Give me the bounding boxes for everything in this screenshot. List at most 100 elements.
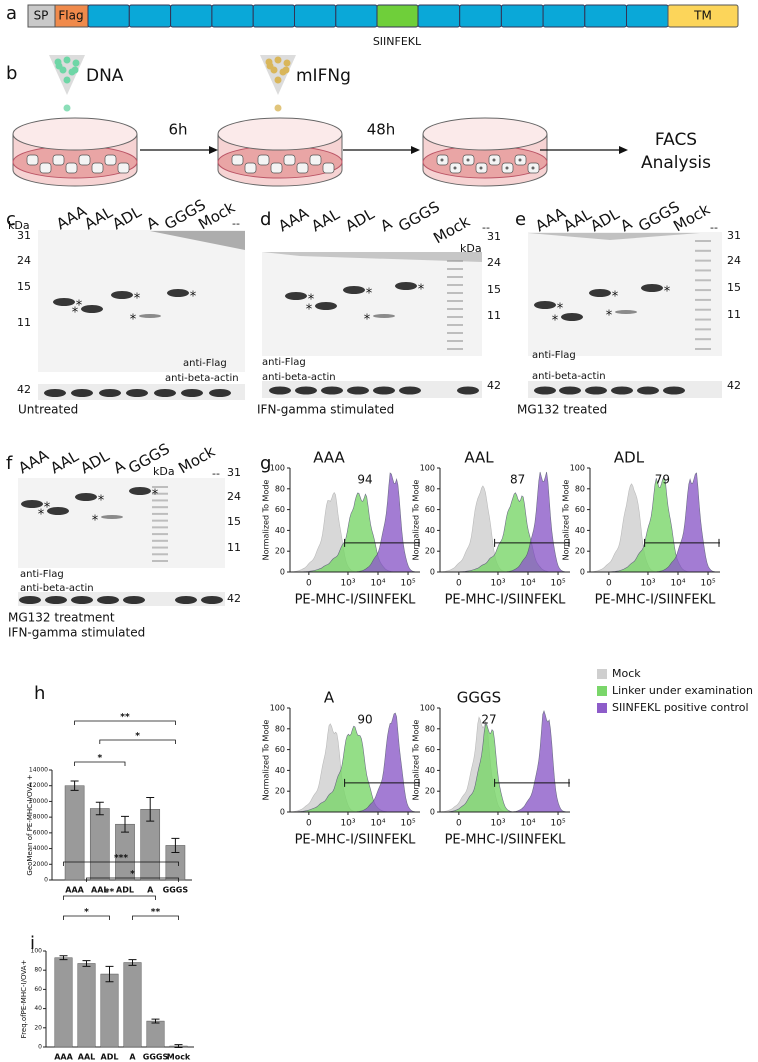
ladder-band [695,279,711,282]
lane-label: kDa [8,219,30,232]
x-tick-label: 10³ [340,579,355,589]
ladder-band [447,332,463,334]
band-mark: * [130,313,137,328]
y-tick-label: 0 [44,877,48,884]
band-mark: * [72,306,79,321]
y-axis-label: Normalized To Mode [412,720,421,801]
band [641,284,663,292]
y-tick-label: 100 [270,704,285,713]
ladder-band [152,560,168,562]
kda-marker: 15 [17,280,31,293]
panel-label: c [6,209,16,230]
y-tick-label: 100 [420,464,435,473]
band [561,313,583,321]
lane-label: ADL [77,446,113,477]
y-tick-label: 60 [34,986,42,993]
blot-membrane [18,478,225,568]
band [139,314,161,318]
band [111,291,133,299]
actin-band [71,596,93,604]
y-axis-label: Normalized To Mode [412,480,421,561]
x-tick-label: 0 [456,819,462,829]
x-axis-label: PE-MHC-I/SIINFEKL [295,833,417,848]
significance-bracket [74,720,176,725]
x-axis-label: PE-MHC-I/SIINFEKL [595,593,717,608]
y-tick-label: 60 [275,505,285,514]
legend-swatch [597,686,607,696]
significance-bracket [63,915,110,920]
band-mark: * [134,292,141,307]
cell-dot [505,166,509,170]
error-bar [174,1044,183,1048]
significance-bracket [86,877,179,882]
band [373,314,395,318]
kda-marker: 42 [487,379,501,392]
smear [528,233,700,240]
kda-marker: 24 [227,490,241,503]
band [615,310,637,314]
cell [52,154,65,166]
ladder-band [447,284,463,286]
arrow-head [411,146,420,154]
panel-label: h [34,683,45,704]
segment-label: SP [34,9,49,23]
y-tick-label: 60 [425,505,435,514]
segment-label: TM [693,9,712,23]
bar [146,1020,165,1048]
lane-label: A [377,214,396,235]
blot-caption: Untreated [18,403,78,417]
actin-band [663,386,685,395]
bar [100,973,119,1048]
x-tick-label: 0 [456,579,462,589]
y-tick-label: 60 [575,505,585,514]
y-tick-label: 40 [275,526,285,535]
actin-band [373,386,395,395]
readout: FACS [655,130,697,150]
actin-band [295,386,317,395]
lane-label: kDa [153,465,175,478]
cell [78,154,91,166]
y-tick-label: 80 [275,484,285,493]
y-axis-label: Normalized To Mode [562,480,571,561]
y-tick-label: 0 [280,808,285,817]
smear [150,231,245,250]
lane-label: ADL [342,204,378,235]
gate-percent: 27 [481,713,496,727]
y-tick-label: 100 [420,704,435,713]
y-tick-label: 0 [280,568,285,577]
cell-dot [440,158,444,162]
reagent: mIFNg [296,66,351,86]
x-tick-label: 0 [306,819,312,829]
significance-label: ** [105,888,115,898]
significance-label: * [97,754,102,764]
histogram-title: AAL [464,449,494,467]
significance-bracket [74,761,126,766]
kda-marker: 31 [727,229,741,242]
error-bar [70,780,79,791]
y-tick-label: 80 [425,484,435,493]
y-tick-label: 0 [580,568,585,577]
droplet [274,56,282,64]
kda-marker: 31 [17,229,31,242]
cell [322,162,335,174]
x-tick-label: 10⁵ [551,819,566,829]
x-tick-label: AAL [78,1053,95,1062]
cell [270,162,283,174]
y-tick-label: 60 [425,745,435,754]
y-tick-label: 40 [275,766,285,775]
kda-marker: 11 [17,316,31,329]
significance-bracket [63,895,156,900]
band-mark: * [557,302,564,317]
ladder-band [152,486,168,488]
y-tick-label: 20 [275,547,285,556]
blot-membrane [528,232,722,356]
droplet [63,76,71,84]
ladder-band [152,553,168,556]
lane-label: -- [212,467,220,480]
cell [39,162,52,174]
segment-repeat [459,4,502,28]
band-mark: * [98,494,105,509]
kda-marker: 24 [17,254,31,267]
kda-marker: 15 [487,283,501,296]
